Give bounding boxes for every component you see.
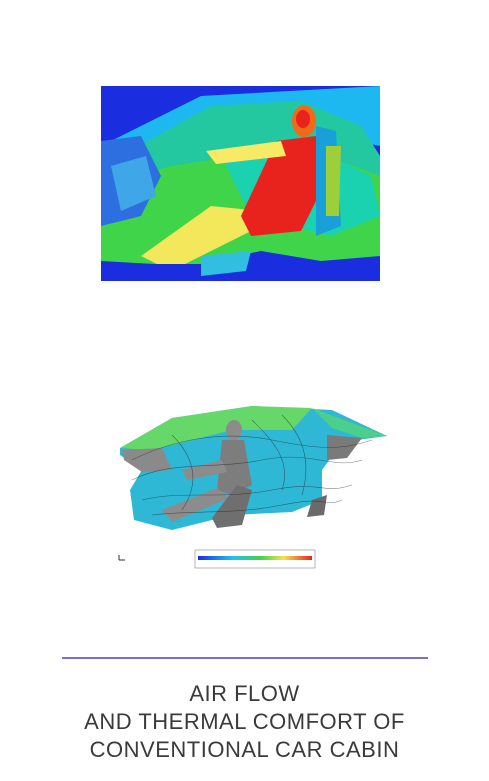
caption-line-1: AIR FLOW [189, 681, 300, 706]
caption-line-3: CONVENTIONAL CAR CABIN [89, 737, 400, 762]
airflow-simulation-image [118, 406, 387, 569]
caption-line-2: AND THERMAL COMFORT OF [84, 709, 405, 734]
figure-caption: AIR FLOW AND THERMAL COMFORT OF CONVENTI… [0, 680, 489, 764]
thermal-simulation-image [101, 86, 380, 281]
caption-divider [62, 657, 428, 659]
